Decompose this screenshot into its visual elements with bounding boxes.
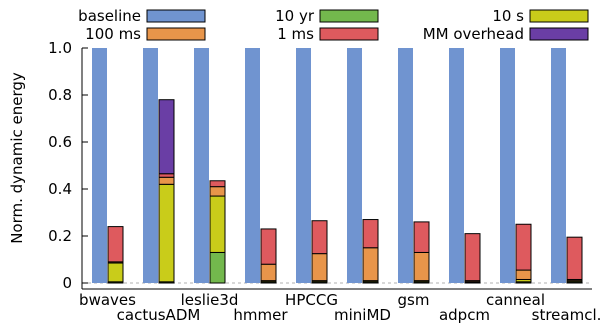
y-tick-label-5: 1.0: [48, 39, 72, 57]
bar-group-gsm: [398, 48, 430, 284]
bar-1-ms-streamcl: [566, 236, 583, 280]
legend-swatch-1-ms: [319, 27, 379, 41]
bar-baseline-bwaves: [92, 48, 107, 283]
bar-1-ms-adpcm: [464, 233, 481, 282]
bar-group-canneal: [500, 48, 532, 284]
bar-1-ms-cactusadm: [158, 173, 175, 178]
x-tick-label-minimd: miniMD: [334, 306, 391, 324]
y-tick-label-0: 0: [62, 274, 72, 292]
bar-baseline-canneal: [500, 48, 515, 283]
bar-100-ms-hpccg: [311, 253, 328, 282]
legend-label-baseline: baseline: [78, 7, 141, 25]
bar-10-yr-leslie3d: [209, 251, 226, 284]
legend-item-10-yr: 10 yr: [275, 7, 379, 25]
bar-group-bwaves: [92, 48, 124, 284]
bar-baseline-hmmer: [245, 48, 260, 283]
bar-1-ms-gsm: [413, 221, 430, 253]
legend: baseline 10 yr 10 s 100 ms 1 ms MM overhead: [78, 7, 589, 43]
legend-swatch-10-s: [529, 9, 589, 23]
legend-label-100-ms: 100 ms: [85, 25, 141, 43]
bar-100-ms-cactusadm: [158, 176, 175, 185]
bar-baseline-leslie3d: [194, 48, 209, 283]
x-tick-label-hmmer: hmmer: [233, 306, 288, 324]
x-tick-label-adpcm: adpcm: [439, 306, 490, 324]
legend-item-100-ms: 100 ms: [85, 25, 206, 43]
bar-10-s-bwaves: [107, 262, 124, 283]
x-tick-label-streamcl: streamcl.: [532, 306, 601, 324]
x-tick-label-hpccg: HPCCG: [285, 291, 338, 309]
bar-group-hpccg: [296, 48, 328, 284]
legend-swatch-10-yr: [319, 9, 379, 23]
x-tick-label-gsm: gsm: [398, 291, 430, 309]
legend-item-1-ms: 1 ms: [277, 25, 379, 43]
bar-1-ms-minimd: [362, 219, 379, 249]
legend-swatch-baseline: [146, 9, 206, 23]
x-tick-label-cactusadm: cactusADM: [117, 306, 201, 324]
legend-item-mm-overhead: MM overhead: [423, 25, 589, 43]
y-tick-label-4: 0.8: [48, 86, 72, 104]
legend-swatch-mm-overhead: [529, 27, 589, 41]
bar-mm-overhead-cactusadm: [158, 99, 175, 175]
bar-baseline-gsm: [398, 48, 413, 283]
bar-group-adpcm: [449, 48, 481, 284]
bar-10-s-cactusadm: [158, 183, 175, 283]
bar-baseline-adpcm: [449, 48, 464, 283]
y-axis: 0 0.2 0.4 0.6 0.8 1.0: [48, 39, 88, 292]
legend-label-10-s: 10 s: [492, 7, 524, 25]
bar-1-ms-leslie3d: [209, 180, 226, 188]
bar-1-ms-canneal: [515, 223, 532, 271]
bar-group-cactusadm: [143, 48, 175, 284]
y-axis-label: Norm. dynamic energy: [8, 72, 26, 244]
legend-item-baseline: baseline: [78, 7, 206, 25]
bar-baseline-hpccg: [296, 48, 311, 283]
legend-item-10-s: 10 s: [492, 7, 589, 25]
bar-100-ms-gsm: [413, 251, 430, 282]
bar-1-ms-hmmer: [260, 228, 277, 265]
bar-100-ms-hmmer: [260, 263, 277, 282]
bar-baseline-cactusadm: [143, 48, 158, 283]
bar-group-hmmer: [245, 48, 277, 284]
legend-label-10-yr: 10 yr: [275, 7, 315, 25]
x-tick-label-bwaves: bwaves: [79, 291, 136, 309]
legend-label-1-ms: 1 ms: [277, 25, 314, 43]
y-tick-label-2: 0.4: [48, 180, 72, 198]
bar-group-streamcl: [551, 48, 583, 284]
bar-100-ms-canneal: [515, 269, 532, 280]
bar-baseline-streamcl: [551, 48, 566, 283]
bar-baseline-minimd: [347, 48, 362, 283]
bar-group-minimd: [347, 48, 379, 284]
legend-swatch-100-ms: [146, 27, 206, 41]
bar-100-ms-minimd: [362, 247, 379, 282]
bar-100-ms-leslie3d: [209, 186, 226, 197]
plot-area: [82, 48, 592, 284]
x-tick-label-leslie3d: leslie3d: [181, 291, 239, 309]
y-tick-label-1: 0.2: [48, 227, 72, 245]
bar-1-ms-hpccg: [311, 220, 328, 255]
bar-10-s-leslie3d: [209, 195, 226, 253]
x-tick-label-canneal: canneal: [486, 291, 545, 309]
y-tick-label-3: 0.6: [48, 133, 72, 151]
bar-1-ms-bwaves: [107, 226, 124, 263]
bar-group-leslie3d: [194, 48, 226, 284]
legend-label-mm-overhead: MM overhead: [423, 25, 524, 43]
